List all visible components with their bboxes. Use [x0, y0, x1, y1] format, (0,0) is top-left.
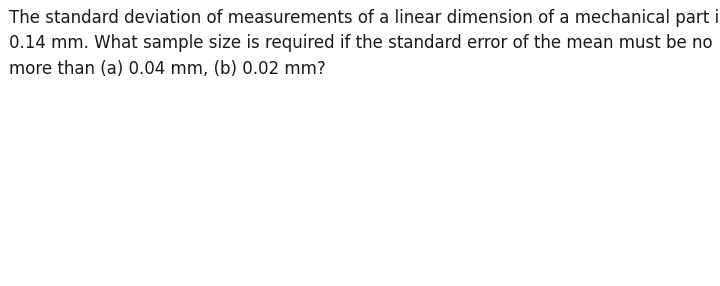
Text: The standard deviation of measurements of a linear dimension of a mechanical par: The standard deviation of measurements o… [9, 9, 720, 78]
